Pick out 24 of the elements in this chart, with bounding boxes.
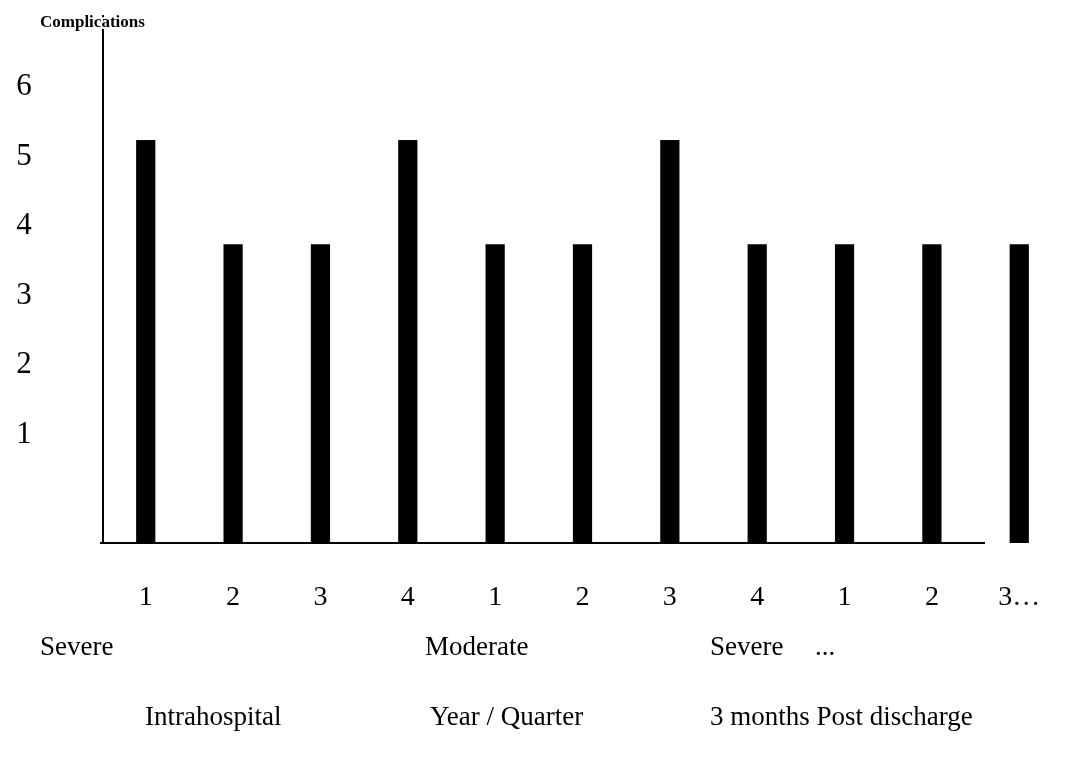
text: Intrahospital [145, 701, 282, 731]
text: Moderate [425, 631, 529, 661]
text: ... [815, 631, 836, 661]
x-tick-label: 2 [924, 579, 939, 611]
x-tick-label: 1 [837, 579, 852, 611]
x-tick-label: 1 [138, 579, 153, 611]
y-tick-label: 4 [16, 206, 33, 242]
x-tick-label: 2 [575, 579, 590, 611]
text: 3 months Post discharge [710, 701, 973, 731]
x-tick-label: 3 [662, 579, 677, 611]
x-tick-label: 4 [400, 579, 415, 611]
x-tick-label: 1 [488, 579, 503, 611]
y-tick-label: 6 [16, 67, 32, 103]
text: Year / Quarter [430, 701, 584, 731]
y-tick-label: 2 [16, 345, 32, 381]
x-tick-label: 3… [998, 579, 1041, 611]
y-tick-label: 1 [16, 414, 32, 450]
y-tick-label: 3 [16, 275, 32, 311]
y-tick-label: 5 [16, 136, 32, 172]
x-tick-label: 3 [313, 579, 328, 611]
x-tick-label: 2 [226, 579, 241, 611]
x-tick-label: 4 [750, 579, 765, 611]
text: Severe [710, 631, 784, 661]
text: Severe [40, 631, 114, 661]
